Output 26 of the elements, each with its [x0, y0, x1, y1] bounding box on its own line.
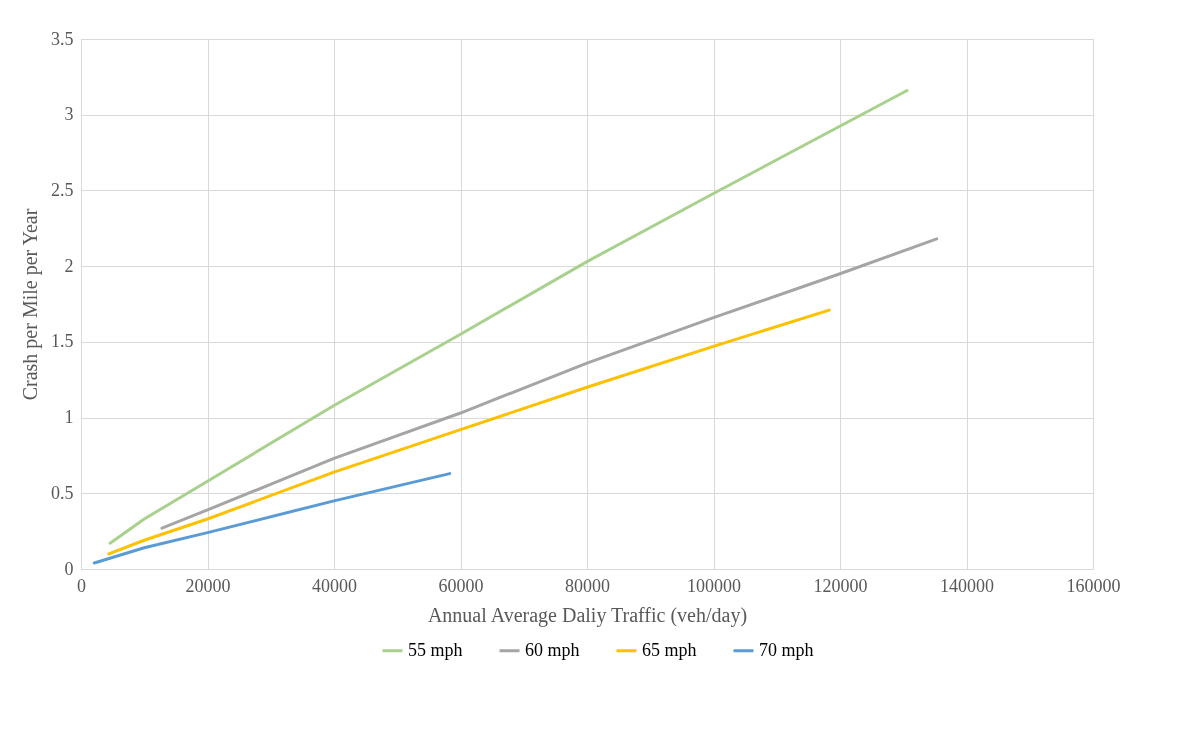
x-tick-label: 120000	[813, 575, 868, 596]
y-tick-label: 3	[64, 104, 74, 125]
line-series	[108, 88, 909, 545]
legend-label: 55 mph	[408, 639, 463, 660]
y-tick-label: 3.5	[51, 28, 74, 49]
y-tick-label: 2.5	[51, 179, 74, 200]
x-tick-label: 20000	[185, 575, 231, 596]
x-axis-title: Annual Average Daliy Traffic (veh/day)	[427, 603, 748, 627]
y-tick-label: 1	[64, 407, 74, 428]
y-axis-title: Crash per Mile per Year	[19, 208, 42, 401]
x-tick-label: 40000	[312, 575, 357, 596]
y-tick-label: 0	[64, 558, 74, 579]
x-tick-label: 60000	[438, 575, 484, 596]
line-series	[92, 472, 452, 565]
legend-label: 65 mph	[642, 639, 697, 660]
x-tick-label: 80000	[565, 575, 610, 596]
x-tick-label: 100000	[687, 575, 741, 596]
x-tick-label: 140000	[940, 575, 994, 596]
line-series	[107, 308, 831, 556]
x-tick-label: 160000	[1066, 575, 1121, 596]
legend-label: 60 mph	[525, 639, 580, 660]
legend-label: 70 mph	[759, 639, 814, 660]
y-tick-label: 0.5	[51, 482, 74, 503]
line-series	[160, 237, 939, 530]
y-tick-label: 2	[64, 255, 74, 276]
y-tick-label: 1.5	[51, 331, 74, 352]
